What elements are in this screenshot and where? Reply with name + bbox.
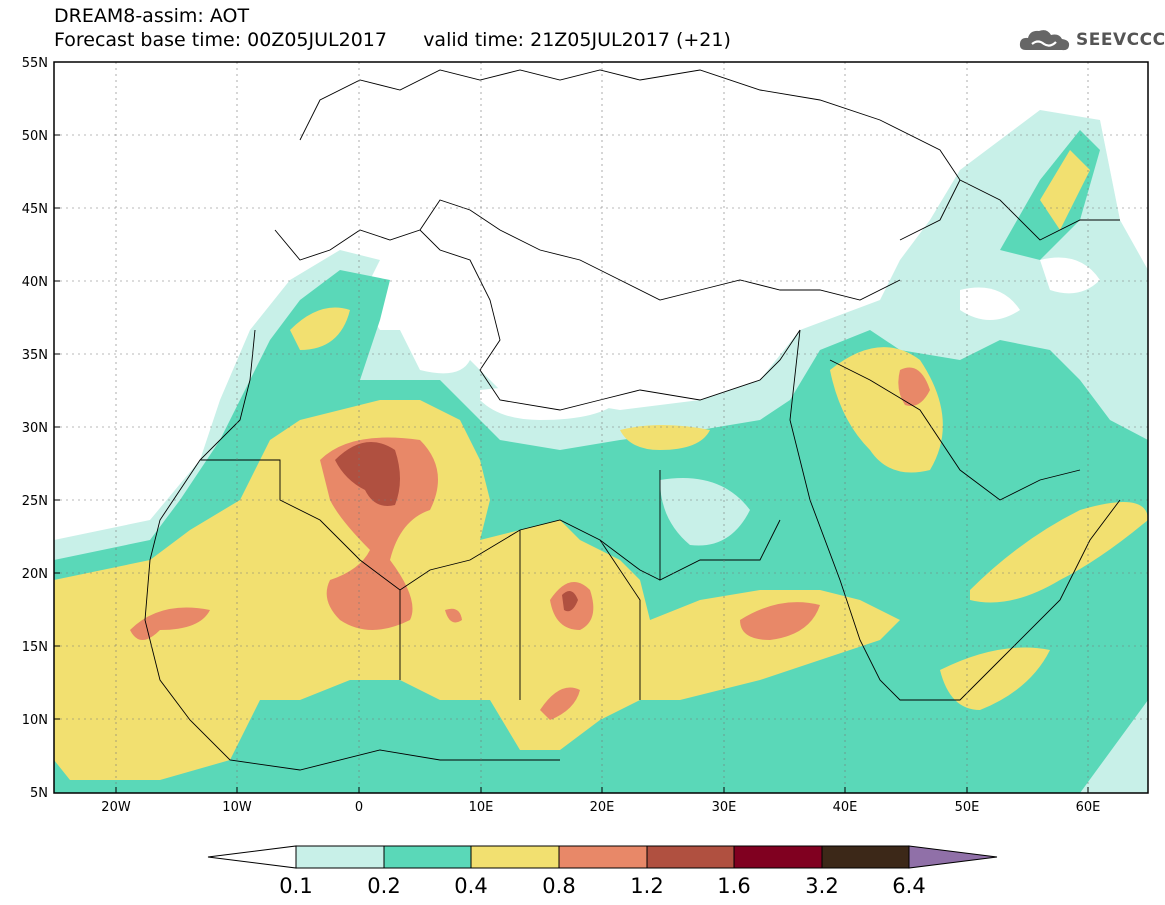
colorbar-labels: 0.1 0.2 0.4 0.8 1.2 1.6 3.2 6.4 — [279, 874, 925, 898]
lon-label: 10W — [222, 800, 252, 815]
lat-label: 10N — [22, 713, 48, 728]
lon-label: 40E — [833, 800, 858, 815]
colorbar-segment — [821, 845, 910, 869]
axis-ticks — [54, 61, 1089, 793]
lat-label: 35N — [22, 348, 48, 363]
lon-label: 50E — [955, 800, 980, 815]
colorbar-segment — [733, 845, 823, 869]
colorbar-label: 1.2 — [630, 874, 663, 898]
colorbar-label: 3.2 — [805, 874, 838, 898]
colorbar-segment — [558, 845, 648, 869]
colorbar-label: 0.4 — [454, 874, 487, 898]
lon-label: 10E — [469, 800, 494, 815]
colorbar-segment — [646, 845, 735, 869]
product-title: DREAM8-assim: AOT — [54, 5, 250, 27]
forecast-times: Forecast base time: 00Z05JUL2017 valid t… — [54, 29, 731, 51]
cloud-logo-icon — [1019, 30, 1070, 51]
colorbar-label: 0.2 — [367, 874, 400, 898]
lon-label: 60E — [1076, 800, 1101, 815]
colorbar-label: 6.4 — [892, 874, 925, 898]
colorbar — [207, 845, 998, 869]
lat-label: 50N — [22, 129, 48, 144]
lon-label: 20W — [101, 800, 131, 815]
colorbar-low-triangle — [207, 845, 297, 869]
lat-label: 55N — [22, 56, 48, 71]
lat-label: 15N — [22, 640, 48, 655]
graticule — [54, 62, 1148, 793]
lat-label: 20N — [22, 567, 48, 582]
colorbar-segment — [295, 845, 385, 869]
lon-label: 30E — [712, 800, 737, 815]
aot-field — [54, 110, 1148, 793]
colorbar-label: 0.1 — [279, 874, 312, 898]
colorbar-label: 0.8 — [542, 874, 575, 898]
colorbar-segment — [383, 845, 472, 869]
lon-label: 0 — [355, 800, 363, 815]
longitude-labels: 20W 10W 0 10E 20E 30E 40E 50E 60E — [101, 800, 1100, 815]
seevccc-logo: SEEVCCC — [1018, 26, 1165, 54]
lat-label: 40N — [22, 275, 48, 290]
lat-label: 30N — [22, 421, 48, 436]
coastlines — [144, 69, 1121, 771]
colorbar-segment — [470, 845, 560, 869]
lat-label: 25N — [22, 494, 48, 509]
colorbar-high-triangle — [908, 845, 998, 869]
lat-label: 5N — [30, 786, 48, 801]
lat-label: 45N — [22, 202, 48, 217]
lon-label: 20E — [590, 800, 615, 815]
title-block: DREAM8-assim: AOT Forecast base time: 00… — [54, 4, 731, 52]
logo-text: SEEVCCC — [1076, 30, 1165, 50]
latitude-labels: 55N 50N 45N 40N 35N 30N 25N 20N 15N 10N … — [22, 56, 48, 801]
colorbar-label: 1.6 — [717, 874, 750, 898]
